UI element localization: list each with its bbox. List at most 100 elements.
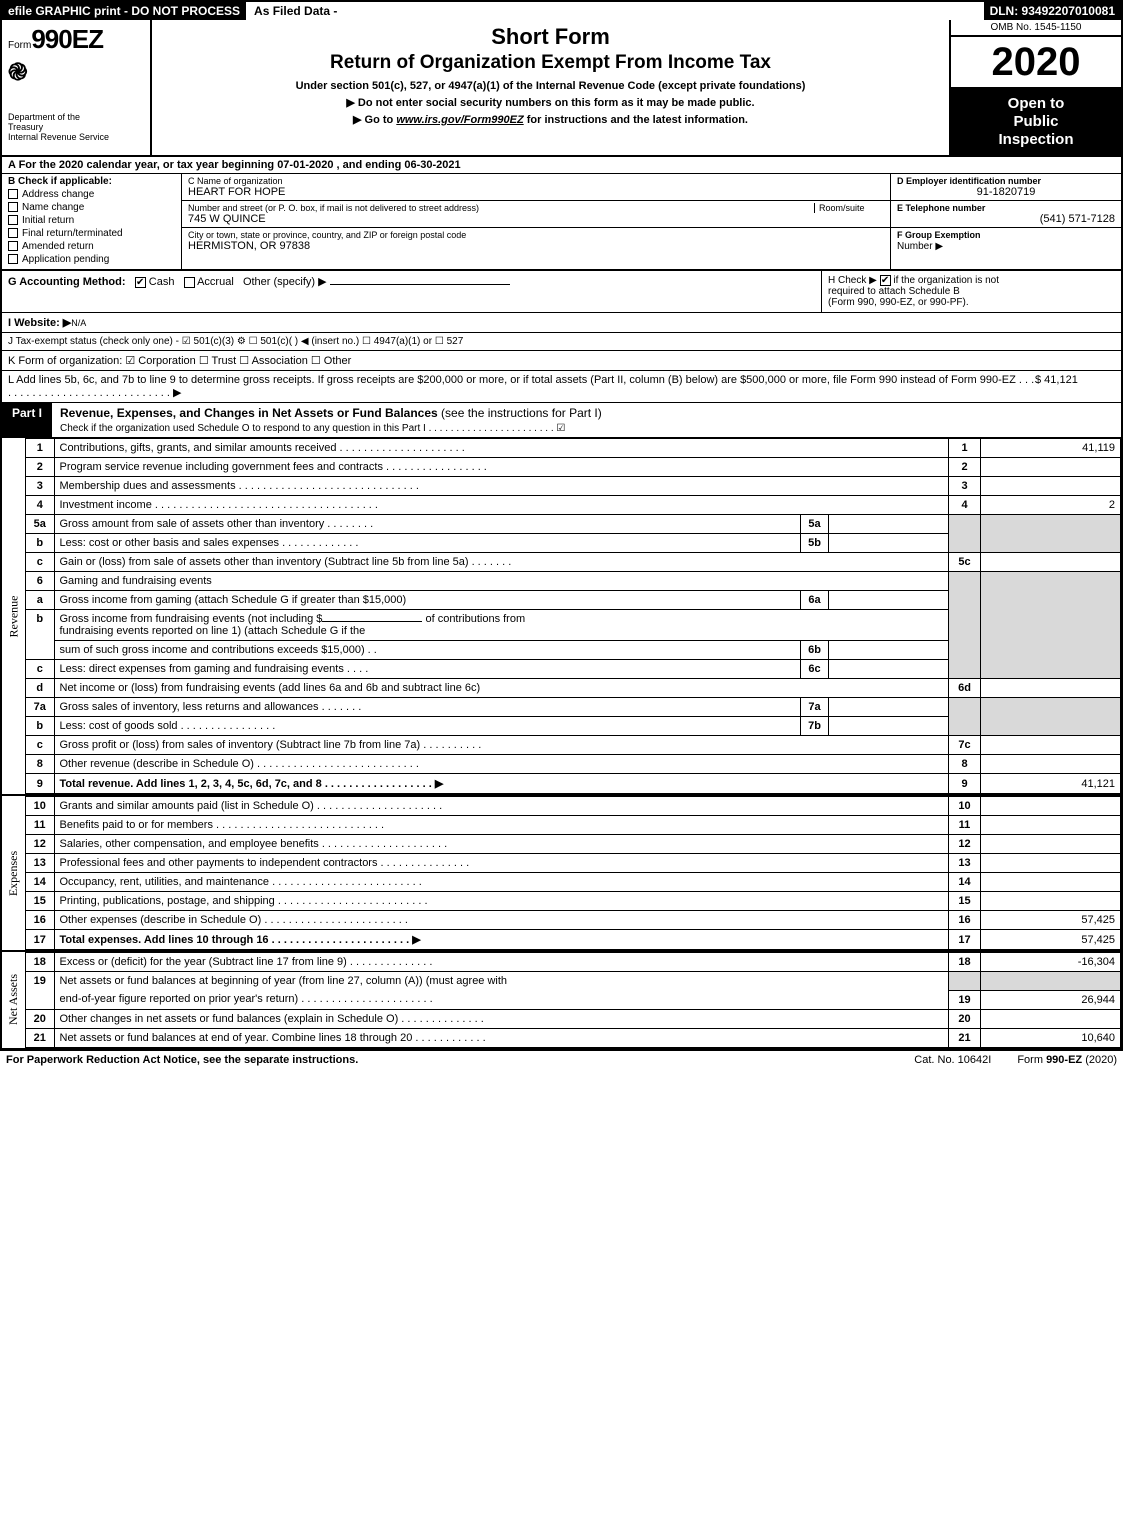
line-6d: dNet income or (loss) from fundraising e… [26,679,1121,698]
chk-address-change[interactable]: Address change [8,189,175,200]
line-num: 9 [26,774,54,794]
chk-accrual[interactable] [184,277,195,288]
line-mn: 5b [801,534,829,553]
line-mn: 7a [801,698,829,717]
tax-year: 2020 [951,37,1121,89]
part-i-checkline: Check if the organization used Schedule … [60,423,565,434]
d-label: D Employer identification number [897,176,1115,186]
chk-amended[interactable]: Amended return [8,241,175,252]
line-rv [981,1009,1121,1028]
line-15: 15Printing, publications, postage, and s… [26,892,1121,911]
line-num: 11 [26,816,54,835]
line-rn: 7c [949,736,981,755]
line-13: 13Professional fees and other payments t… [26,854,1121,873]
line-num: c [26,660,54,679]
h-text3: required to attach Schedule B [828,286,960,297]
line-9: 9Total revenue. Add lines 1, 2, 3, 4, 5c… [26,774,1121,794]
line-9-desc: Total revenue. Add lines 1, 2, 3, 4, 5c,… [54,774,949,794]
side-expenses: Expenses [2,796,26,950]
line-6: 6Gaming and fundraising events [26,572,1121,591]
org-name: HEART FOR HOPE [188,186,884,198]
form-container: efile GRAPHIC print - DO NOT PROCESS As … [0,0,1123,1050]
chk-label: Address change [22,189,94,200]
line-desc: Gross sales of inventory, less returns a… [54,698,801,717]
line-desc: Membership dues and assessments . . . . … [54,477,949,496]
line-17: 17Total expenses. Add lines 10 through 1… [26,930,1121,950]
line-rv: 10,640 [981,1028,1121,1047]
sub3-link[interactable]: www.irs.gov/Form990EZ [396,114,523,126]
expenses-table: 10Grants and similar amounts paid (list … [26,796,1121,950]
revenue-block: Revenue 1Contributions, gifts, grants, a… [2,438,1121,794]
col-c: C Name of organization HEART FOR HOPE Nu… [182,174,891,269]
topbar-asfiled: As Filed Data - [248,2,345,20]
line-mn: 6b [801,641,829,660]
line-num: 17 [26,930,54,950]
line-num: 7a [26,698,54,717]
line-mn: 5a [801,515,829,534]
line-rn: 5c [949,553,981,572]
col-b-title: B Check if applicable: [8,176,175,187]
line-desc: Other changes in net assets or fund bala… [54,1009,949,1028]
chk-label: Final return/terminated [22,228,123,239]
chk-name-change[interactable]: Name change [8,202,175,213]
line-desc: Professional fees and other payments to … [54,854,949,873]
line-desc: Gain or (loss) from sale of assets other… [54,553,949,572]
line-19b: end-of-year figure reported on prior yea… [26,990,1121,1009]
cash-label: Cash [149,276,175,288]
chk-app-pending[interactable]: Application pending [8,254,175,265]
bh-grid: B Check if applicable: Address change Na… [2,174,1121,271]
l6b-d2: of contributions from [425,613,525,625]
line-rv [981,854,1121,873]
part-i-title-rest: (see the instructions for Part I) [438,406,602,420]
chk-initial-return[interactable]: Initial return [8,215,175,226]
irs-swirl-icon: ֎ [8,55,144,88]
line-rn: 15 [949,892,981,911]
line-rv [981,458,1121,477]
line-rn: 10 [949,797,981,816]
line-rv: 2 [981,496,1121,515]
line-num: 4 [26,496,54,515]
line-num: 15 [26,892,54,911]
line-num: 5a [26,515,54,534]
line-desc: sum of such gross income and contributio… [54,641,801,660]
line-rn: 19 [949,990,981,1009]
line-19-d1: Net assets or fund balances at beginning… [54,972,949,991]
form-prefix: Form [8,40,31,51]
col-d: D Employer identification number 91-1820… [891,174,1121,269]
row-a-tax-year: A For the 2020 calendar year, or tax yea… [2,157,1121,174]
line-num: 16 [26,911,54,930]
line-desc: Net income or (loss) from fundraising ev… [54,679,949,698]
line-desc: Gross income from gaming (attach Schedul… [54,591,801,610]
line-mn: 6a [801,591,829,610]
line-rn: 9 [949,774,981,794]
line-desc: Gaming and fundraising events [54,572,949,591]
footer-right: Form 990-EZ (2020) [1011,1051,1123,1069]
line-num: a [26,591,54,610]
line-rn: 8 [949,755,981,774]
line-rn: 18 [949,953,981,972]
footer-right-bold: 990-EZ [1046,1054,1082,1066]
line-desc: Gross amount from sale of assets other t… [54,515,801,534]
line-3: 3Membership dues and assessments . . . .… [26,477,1121,496]
chk-final-return[interactable]: Final return/terminated [8,228,175,239]
line-num: 13 [26,854,54,873]
line-rn: 12 [949,835,981,854]
netassets-table: 18Excess or (deficit) for the year (Subt… [26,952,1121,1048]
open3: Inspection [955,131,1117,149]
chk-h[interactable] [880,275,891,286]
line-6b-desc: Gross income from fundraising events (no… [54,610,949,641]
revenue-table: 1Contributions, gifts, grants, and simil… [26,438,1121,794]
gh-row: G Accounting Method: Cash Accrual Other … [2,271,1121,313]
line-mv [829,515,949,534]
accrual-label: Accrual [197,276,234,288]
f-label2: Number ▶ [897,241,943,252]
col-b: B Check if applicable: Address change Na… [2,174,182,269]
side-revenue-label: Revenue [6,595,21,637]
line-rv [981,816,1121,835]
line-19: 19Net assets or fund balances at beginni… [26,972,1121,991]
chk-cash[interactable] [135,277,146,288]
line-rv: 57,425 [981,930,1121,950]
c-label: C Name of organization [188,176,884,186]
line-num: 12 [26,835,54,854]
line-num: d [26,679,54,698]
